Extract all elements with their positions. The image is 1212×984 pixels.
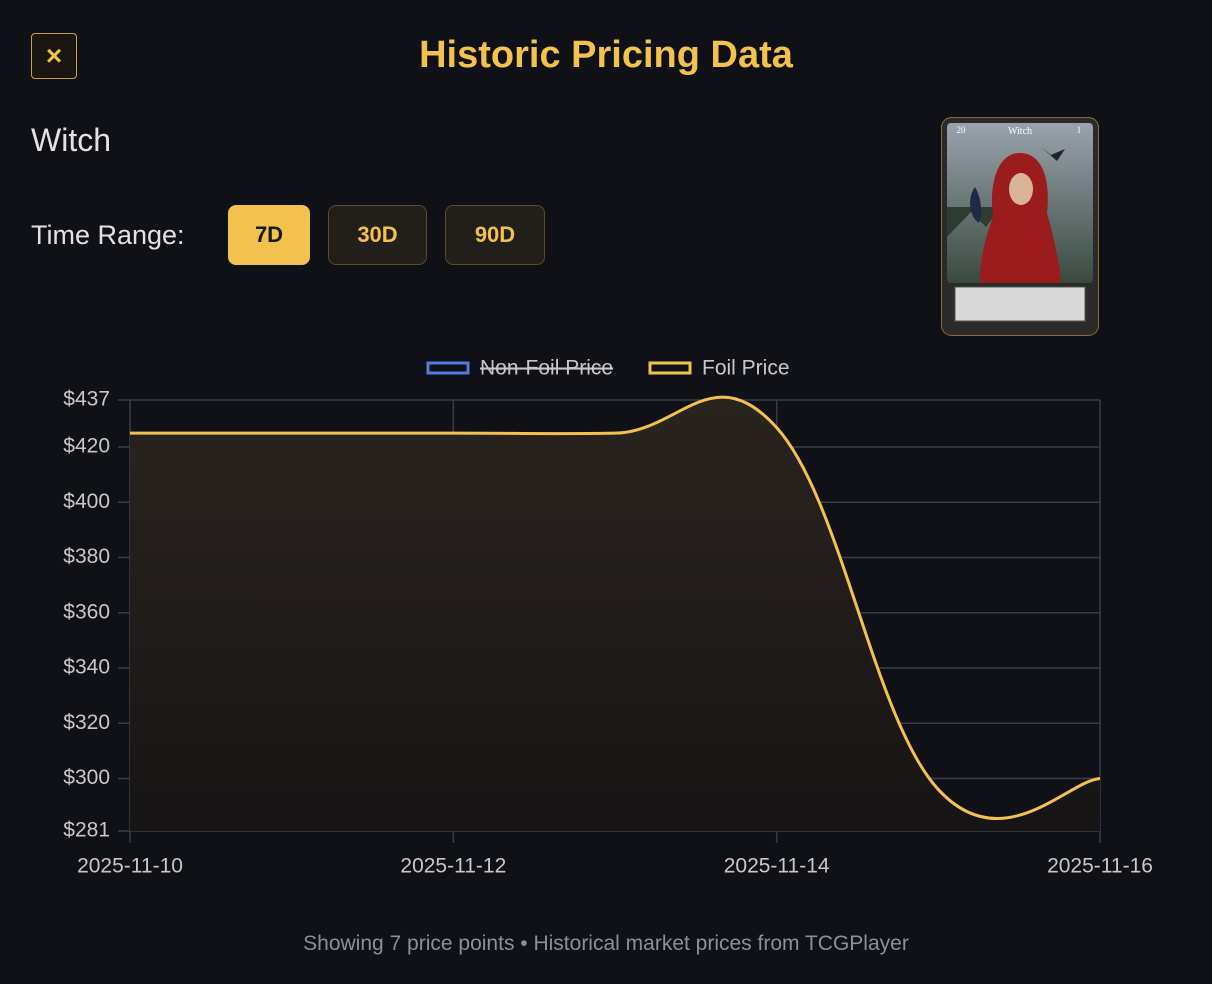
line (130, 395, 1101, 821)
y-tick-label: $300 (63, 766, 110, 789)
x-tick-label: 2025-11-12 (400, 855, 506, 878)
close-button[interactable]: × (31, 33, 77, 79)
legend-label: Foil Price (702, 357, 790, 380)
time-range-button[interactable]: 30D (328, 205, 427, 265)
y-tick-label: $420 (63, 435, 110, 458)
y-tick-label: $281 (63, 819, 110, 842)
card-name: Witch (31, 122, 111, 158)
y-tick-label: $340 (63, 656, 110, 679)
y-tick-label: $437 (63, 388, 110, 411)
legend-swatch (648, 361, 692, 375)
x-tick-label: 2025-11-16 (1047, 855, 1153, 878)
area (130, 397, 1100, 831)
y-tick-label: $380 (63, 545, 110, 568)
legend-swatch (426, 361, 470, 375)
y-tick-label: $400 (63, 490, 110, 513)
footer: Showing 7 price points • Historical mark… (303, 932, 909, 955)
title: Historic Pricing Data (419, 34, 793, 76)
card-cost: 20 (957, 125, 967, 135)
card-image: Witch 20 1 (941, 117, 1099, 336)
legend-label: Non-Foil Price (480, 357, 613, 380)
card-title: Witch (1008, 126, 1032, 137)
card-stat: 1 (1077, 125, 1082, 135)
time-range-button[interactable]: 7D (228, 205, 310, 265)
y-tick-label: $360 (63, 600, 110, 623)
x-tick-label: 2025-11-14 (724, 855, 830, 878)
y-tick-label: $320 (63, 711, 110, 734)
time-range-label: Time Range: (31, 220, 185, 250)
time-range-button[interactable]: 90D (445, 205, 545, 265)
x-tick-label: 2025-11-10 (77, 855, 183, 878)
